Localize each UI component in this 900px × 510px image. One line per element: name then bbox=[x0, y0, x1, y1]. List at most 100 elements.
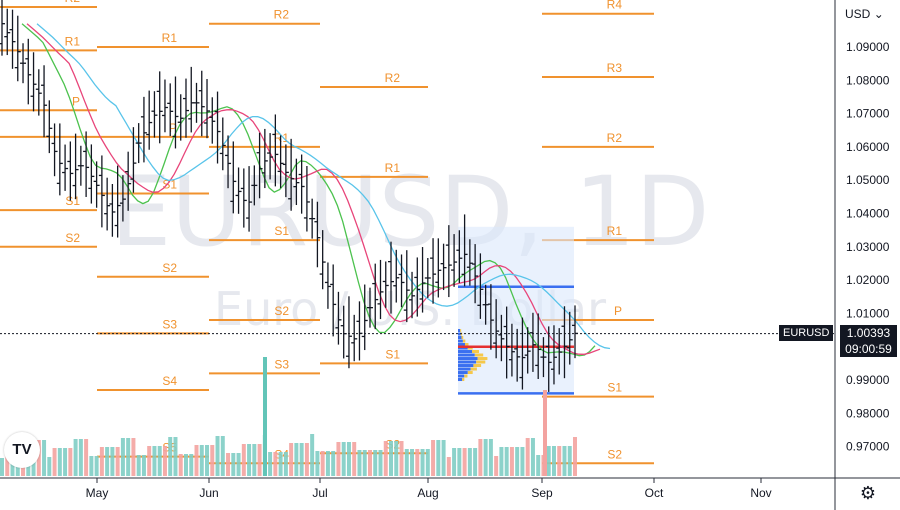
volume-bar bbox=[47, 457, 52, 476]
pivot-label: R2 bbox=[65, 0, 81, 5]
volume-bar bbox=[504, 447, 509, 476]
y-tick-label: 0.99000 bbox=[846, 373, 890, 387]
volume-bar bbox=[126, 438, 131, 476]
pivot-label: S1 bbox=[607, 381, 622, 395]
profile-row bbox=[458, 371, 468, 375]
volume-bar bbox=[241, 444, 246, 476]
volume-bar bbox=[273, 452, 278, 476]
volume-bar bbox=[178, 454, 183, 476]
y-tick-label: 1.02000 bbox=[846, 273, 890, 287]
volume-bar bbox=[63, 448, 68, 476]
y-tick-label: 1.01000 bbox=[846, 306, 890, 320]
volume-bar bbox=[362, 450, 367, 476]
volume-bar bbox=[236, 453, 241, 476]
time-axis[interactable]: May Jun Jul Aug Sep Oct Nov bbox=[86, 478, 772, 500]
volume-bar bbox=[210, 445, 215, 476]
currency-selector[interactable]: USD ⌄ bbox=[845, 7, 884, 21]
volume-bar bbox=[404, 449, 409, 476]
volume-bar bbox=[415, 449, 420, 476]
y-tick-label: 1.04000 bbox=[846, 207, 890, 221]
volume-bar bbox=[425, 449, 430, 476]
volume-bar bbox=[551, 446, 556, 476]
volume-bar bbox=[57, 448, 62, 476]
volume-bar bbox=[36, 440, 41, 476]
x-tick-label: Nov bbox=[750, 486, 771, 500]
volume-bar bbox=[131, 438, 136, 476]
x-tick-label: Jun bbox=[199, 486, 218, 500]
volume-bar bbox=[394, 441, 399, 476]
volume-bar bbox=[73, 439, 78, 476]
ma-mid-line bbox=[26, 23, 601, 355]
volume-bar bbox=[562, 446, 567, 476]
volume-bar bbox=[341, 442, 346, 476]
volume-bar bbox=[494, 456, 499, 476]
volume-bar bbox=[567, 446, 572, 476]
gear-icon[interactable]: ⚙ bbox=[859, 483, 877, 504]
volume-bar bbox=[509, 447, 514, 476]
volume-bar bbox=[220, 436, 225, 476]
pivot-label: S2 bbox=[607, 447, 622, 461]
pivot-label: R2 bbox=[274, 8, 290, 22]
volume-bar bbox=[173, 437, 178, 476]
volume-bar bbox=[452, 448, 457, 476]
pivot-label: R4 bbox=[607, 0, 623, 12]
volume-bar bbox=[304, 443, 309, 476]
volume-bar bbox=[162, 446, 167, 476]
pivot-label: S4 bbox=[162, 374, 177, 388]
pivot-label: S1 bbox=[274, 224, 289, 238]
volume-bar bbox=[331, 451, 336, 476]
pivot-label: R3 bbox=[607, 61, 623, 75]
profile-row bbox=[458, 346, 468, 350]
volume-bar bbox=[462, 448, 467, 476]
profile-row bbox=[458, 329, 461, 333]
pivot-label: P bbox=[614, 304, 622, 318]
pivot-label: R1 bbox=[162, 31, 178, 45]
pivot-label: P bbox=[169, 121, 177, 135]
volume-bar bbox=[383, 441, 388, 476]
volume-bar bbox=[194, 445, 199, 476]
volume-bar bbox=[446, 457, 451, 476]
x-tick-label: Jul bbox=[312, 486, 327, 500]
volume-bar bbox=[399, 441, 404, 476]
pivot-label: S2 bbox=[162, 261, 177, 275]
pivot-label: S3 bbox=[162, 317, 177, 331]
y-tick-label: 0.97000 bbox=[846, 440, 890, 454]
tradingview-logo: TV bbox=[4, 432, 40, 468]
volume-bar bbox=[520, 447, 525, 476]
volume-bar bbox=[278, 452, 283, 476]
profile-row bbox=[462, 378, 465, 382]
volume-bar bbox=[157, 446, 162, 476]
last-price-badge: 1.00393 09:00:59 bbox=[840, 325, 897, 357]
volume-bar bbox=[431, 440, 436, 476]
volume-bar bbox=[499, 447, 504, 476]
profile-row bbox=[458, 374, 465, 378]
volume-bar bbox=[543, 390, 547, 476]
pivot-label: R1 bbox=[274, 131, 290, 145]
volume-bar bbox=[168, 437, 173, 476]
profile-row bbox=[458, 343, 465, 347]
profile-row bbox=[465, 343, 469, 347]
y-tick-label: 1.07000 bbox=[846, 107, 890, 121]
volume-bar bbox=[530, 438, 535, 476]
volume-bar bbox=[315, 451, 320, 476]
volume-bar bbox=[147, 446, 152, 476]
profile-row bbox=[474, 353, 484, 357]
pivot-label: S1 bbox=[65, 194, 80, 208]
volume-bar bbox=[420, 449, 425, 476]
last-price-value: 1.00393 bbox=[846, 326, 891, 340]
profile-row bbox=[458, 339, 463, 343]
price-axis[interactable]: 1.09000 1.08000 1.07000 1.06000 1.05000 1.040… bbox=[846, 40, 890, 454]
profile-row bbox=[458, 353, 475, 357]
volume-bar bbox=[436, 440, 441, 476]
volume-bar bbox=[78, 439, 83, 476]
volume-bar bbox=[268, 452, 273, 476]
volume-bar bbox=[320, 451, 325, 476]
volume-bar bbox=[226, 453, 231, 476]
pivot-label: S2 bbox=[274, 304, 289, 318]
currency-label: USD bbox=[845, 7, 871, 21]
y-tick-label: 1.08000 bbox=[846, 73, 890, 87]
profile-row bbox=[467, 371, 473, 375]
volume-bar bbox=[99, 447, 104, 476]
profile-row bbox=[464, 374, 468, 378]
